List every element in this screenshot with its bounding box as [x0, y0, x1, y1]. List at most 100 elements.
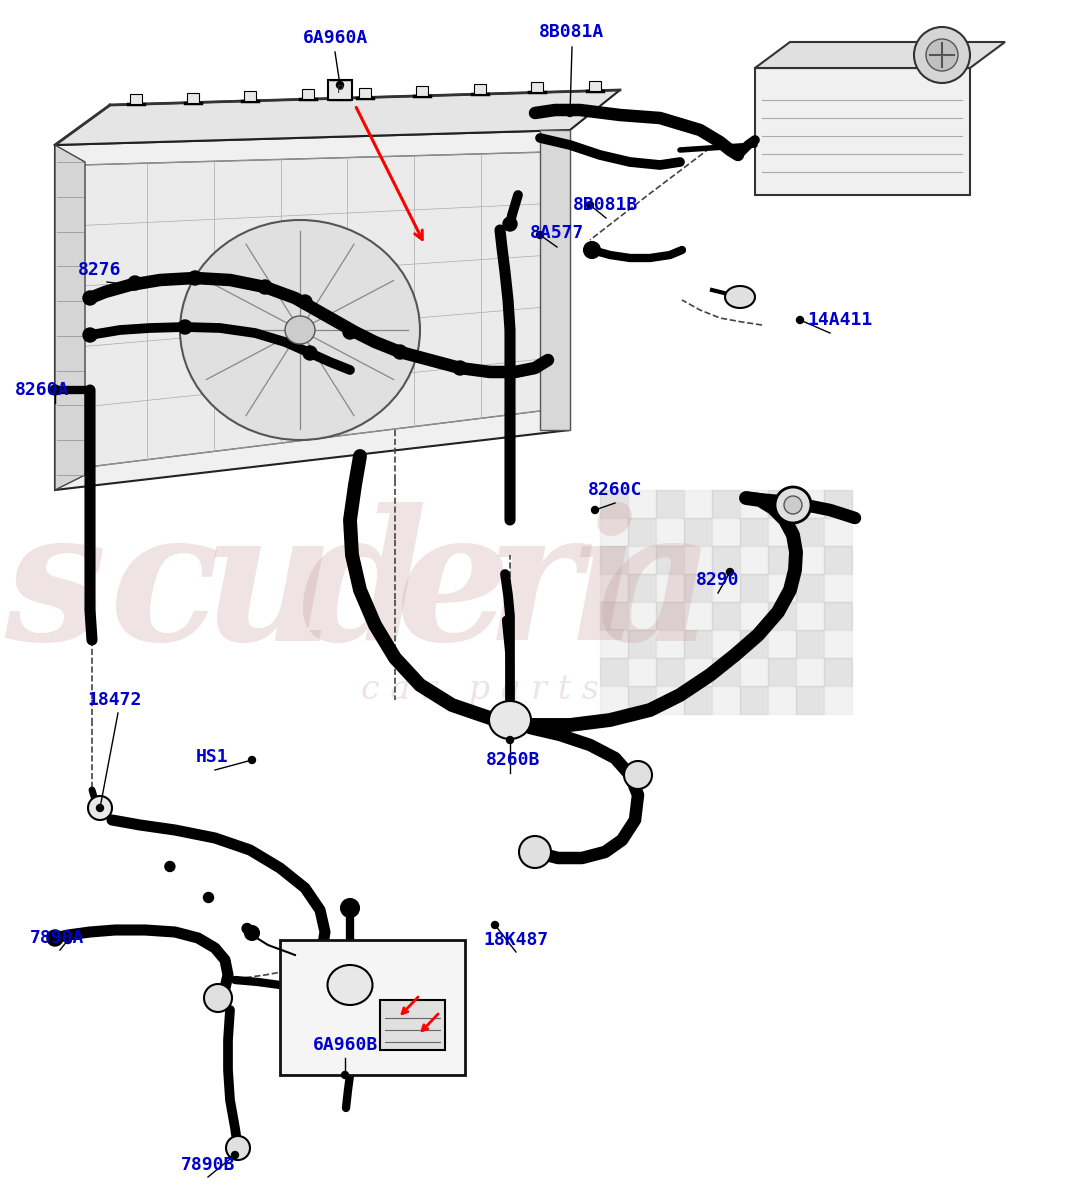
Bar: [796, 518, 824, 546]
Bar: [380, 1000, 445, 1050]
Bar: [600, 658, 628, 686]
Circle shape: [591, 506, 599, 514]
Bar: [684, 630, 712, 658]
Circle shape: [914, 26, 970, 83]
Bar: [684, 574, 712, 602]
Bar: [628, 630, 656, 658]
Circle shape: [587, 202, 593, 209]
Circle shape: [926, 38, 958, 71]
Bar: [129, 95, 141, 104]
Circle shape: [226, 1136, 250, 1160]
Circle shape: [204, 893, 214, 902]
Text: 8B081A: 8B081A: [540, 23, 604, 41]
Text: 8A577: 8A577: [530, 224, 584, 242]
Circle shape: [47, 930, 63, 946]
Circle shape: [775, 487, 811, 523]
Bar: [600, 518, 628, 546]
Bar: [768, 602, 796, 630]
Bar: [684, 658, 712, 686]
Bar: [628, 658, 656, 686]
Bar: [600, 574, 628, 602]
Bar: [740, 518, 768, 546]
Bar: [768, 658, 796, 686]
Circle shape: [298, 295, 312, 308]
Bar: [712, 602, 740, 630]
Circle shape: [165, 862, 175, 871]
Bar: [824, 546, 852, 574]
Bar: [656, 518, 684, 546]
Circle shape: [784, 496, 802, 514]
Text: 8260A: 8260A: [15, 382, 69, 398]
Bar: [824, 686, 852, 714]
Text: 8260C: 8260C: [588, 481, 642, 499]
Bar: [656, 658, 684, 686]
Polygon shape: [80, 152, 548, 468]
Circle shape: [796, 317, 804, 324]
Circle shape: [128, 276, 142, 290]
Circle shape: [50, 385, 60, 395]
Bar: [600, 686, 628, 714]
Bar: [768, 490, 796, 518]
Circle shape: [96, 804, 104, 811]
Bar: [824, 490, 852, 518]
Text: 8276: 8276: [79, 260, 122, 278]
Bar: [684, 686, 712, 714]
Bar: [656, 574, 684, 602]
Circle shape: [245, 926, 259, 940]
Bar: [279, 940, 465, 1075]
Bar: [628, 490, 656, 518]
Circle shape: [88, 796, 112, 820]
Ellipse shape: [180, 220, 420, 440]
Text: 18K487: 18K487: [483, 931, 548, 949]
Circle shape: [204, 984, 232, 1012]
Polygon shape: [755, 42, 1005, 68]
Bar: [302, 89, 314, 100]
Bar: [712, 546, 740, 574]
Bar: [740, 602, 768, 630]
Bar: [768, 546, 796, 574]
Polygon shape: [55, 90, 620, 145]
Text: u: u: [203, 502, 333, 678]
Bar: [628, 518, 656, 546]
Bar: [796, 630, 824, 658]
Bar: [740, 546, 768, 574]
Bar: [740, 630, 768, 658]
Text: 18472: 18472: [87, 691, 142, 709]
Bar: [187, 92, 199, 102]
Bar: [712, 490, 740, 518]
Bar: [768, 686, 796, 714]
Bar: [359, 88, 371, 97]
Text: 7890A: 7890A: [30, 929, 84, 947]
Bar: [600, 630, 628, 658]
Text: HS1: HS1: [195, 748, 229, 766]
Bar: [824, 630, 852, 658]
Circle shape: [503, 217, 517, 230]
Polygon shape: [540, 130, 570, 430]
Circle shape: [624, 761, 652, 790]
Bar: [328, 80, 352, 100]
Text: 7890B: 7890B: [181, 1156, 235, 1174]
Bar: [656, 546, 684, 574]
Text: i: i: [571, 502, 640, 678]
Circle shape: [393, 346, 407, 359]
Circle shape: [341, 1072, 349, 1079]
Circle shape: [453, 361, 467, 374]
Bar: [712, 658, 740, 686]
Text: P: P: [337, 85, 343, 95]
Bar: [740, 574, 768, 602]
Circle shape: [337, 82, 343, 89]
Bar: [684, 546, 712, 574]
Bar: [600, 602, 628, 630]
Bar: [656, 686, 684, 714]
Bar: [824, 658, 852, 686]
Text: 14A411: 14A411: [807, 311, 873, 329]
Bar: [656, 630, 684, 658]
Bar: [740, 686, 768, 714]
Circle shape: [566, 109, 574, 116]
Circle shape: [65, 936, 71, 943]
Bar: [796, 546, 824, 574]
Bar: [600, 490, 628, 518]
Text: c a r   p a r t s: c a r p a r t s: [361, 674, 599, 706]
Bar: [796, 686, 824, 714]
Bar: [768, 630, 796, 658]
